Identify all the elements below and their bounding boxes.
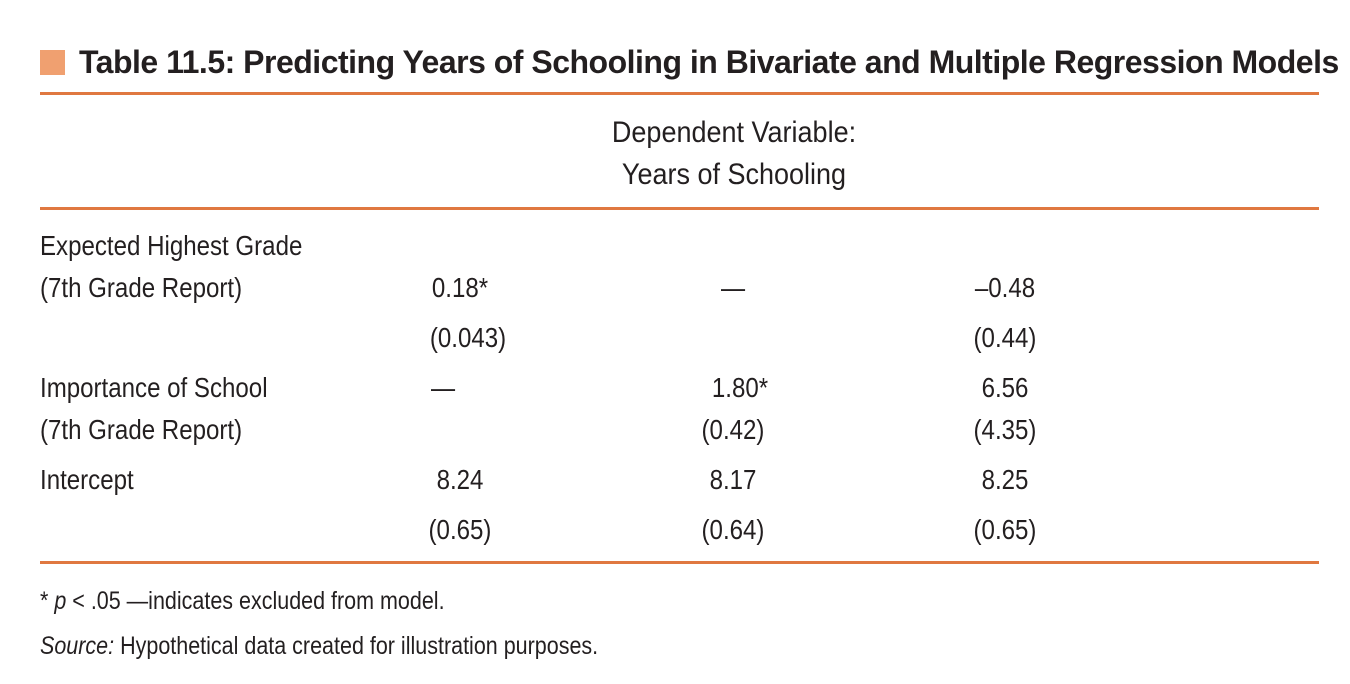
- row-label-intercept: Intercept: [40, 464, 134, 495]
- dependent-variable-header-line1: Dependent Variable:: [611, 116, 857, 149]
- cell-intercept-model1: 8.24: [436, 464, 484, 495]
- row-label-expected-grade-line2: (7th Grade Report): [40, 272, 243, 303]
- cell-intercept-model1-se: (0.65): [428, 514, 492, 545]
- row-label-expected-grade-line1: Expected Highest Grade: [40, 230, 303, 261]
- cell-intercept-model3-se: (0.65): [973, 514, 1037, 545]
- cell-importance-model3-se: (4.35): [973, 414, 1037, 445]
- significance-text: < .05 —indicates excluded from model.: [66, 587, 445, 615]
- cell-importance-model3: 6.56: [981, 372, 1029, 403]
- row-label-importance-line1: Importance of School: [40, 372, 268, 403]
- source-note: Source: Hypothetical data created for il…: [40, 630, 598, 662]
- significance-note: * p < .05 —indicates excluded from model…: [40, 585, 445, 617]
- row-label-importance-line2: (7th Grade Report): [40, 414, 243, 445]
- cell-expected-grade-model3: –0.48: [974, 272, 1036, 303]
- significance-p: p: [54, 587, 67, 615]
- source-label: Source:: [40, 632, 115, 660]
- cell-expected-grade-model1-se: (0.043): [429, 322, 507, 353]
- header-rule: [40, 207, 1319, 210]
- cell-intercept-model3: 8.25: [981, 464, 1029, 495]
- dependent-variable-header-line2: Years of Schooling: [621, 158, 847, 191]
- bottom-rule: [40, 561, 1319, 564]
- table-title-row: Table 11.5: Predicting Years of Schoolin…: [40, 40, 1339, 84]
- cell-expected-grade-model1: 0.18*: [431, 272, 489, 303]
- title-marker-square: [40, 49, 65, 75]
- cell-intercept-model2-se: (0.64): [701, 514, 765, 545]
- cell-expected-grade-model3-se: (0.44): [973, 322, 1037, 353]
- cell-importance-model1: —: [430, 372, 456, 403]
- cell-importance-model2-se: (0.42): [701, 414, 765, 445]
- cell-intercept-model2: 8.17: [709, 464, 757, 495]
- cell-expected-grade-model2: —: [720, 272, 746, 303]
- cell-importance-model2: 1.80*: [711, 372, 769, 403]
- source-text: Hypothetical data created for illustrati…: [114, 632, 599, 660]
- table-title: Table 11.5: Predicting Years of Schoolin…: [79, 43, 1339, 80]
- top-rule: [40, 92, 1319, 95]
- significance-star: *: [40, 587, 49, 615]
